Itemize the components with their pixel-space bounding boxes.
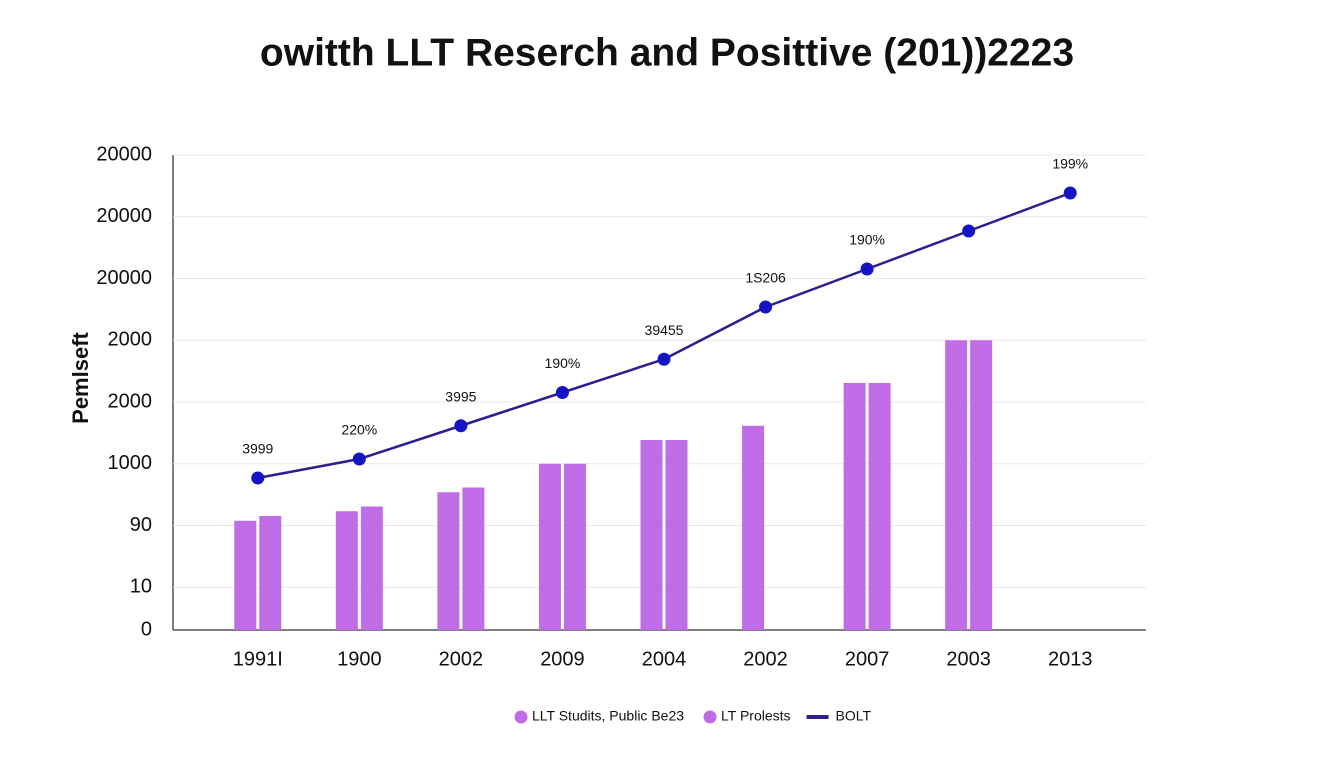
y-tick-label: 2000: [108, 329, 153, 351]
x-tick-label: 1991I: [233, 648, 283, 670]
line-marker: [555, 386, 569, 399]
bar: [843, 383, 866, 630]
bar: [538, 463, 561, 630]
x-tick-label: 1900: [337, 648, 382, 670]
x-tick-label: 2013: [1048, 648, 1093, 670]
line-marker: [352, 452, 366, 466]
legend-label: BOLT: [836, 708, 872, 724]
bar: [742, 425, 765, 630]
x-tick-label: 2002: [439, 648, 484, 670]
y-tick-label: 20000: [96, 267, 152, 289]
bar: [259, 516, 282, 630]
bar: [563, 463, 586, 630]
y-tick-label: 1000: [108, 452, 153, 474]
line-marker: [860, 262, 874, 276]
line-marker: [251, 471, 265, 485]
chart-title: owitth LLT Reserch and Posittive (201))2…: [260, 31, 1074, 74]
y-tick-label: 10: [130, 576, 152, 598]
line-marker: [454, 419, 468, 433]
line-marker: [657, 352, 671, 366]
data-label: 190%: [545, 355, 581, 371]
legend-label: LT Prolests: [721, 708, 791, 724]
y-tick-label: 2000: [108, 390, 153, 412]
bar: [665, 440, 688, 630]
legend-label: LLT Studits, Public Be23: [532, 708, 684, 724]
line-marker: [1063, 186, 1077, 200]
bar: [335, 511, 358, 630]
x-tick-label: 2002: [743, 648, 788, 670]
x-tick-label: 2003: [946, 648, 991, 670]
legend-swatch: [703, 710, 717, 724]
line-marker: [962, 224, 976, 238]
data-label: 1S206: [745, 270, 786, 286]
y-axis-label: Pemlseft: [68, 331, 93, 423]
bar: [640, 440, 663, 630]
data-label: 190%: [849, 232, 885, 248]
y-tick-label: 20000: [96, 205, 152, 227]
bar: [462, 487, 485, 630]
data-label: 199%: [1052, 156, 1088, 172]
y-tick-label: 0: [141, 618, 152, 640]
bar: [868, 383, 891, 630]
x-tick-label: 2007: [845, 648, 890, 670]
bar: [234, 520, 257, 630]
line-marker: [759, 300, 773, 314]
x-tick-label: 2009: [540, 648, 585, 670]
data-label: 3995: [445, 388, 476, 404]
bar: [970, 340, 993, 630]
y-tick-label: 20000: [96, 143, 152, 165]
legend-swatch: [514, 710, 528, 724]
data-label: 220%: [341, 422, 377, 438]
bar: [945, 340, 968, 630]
bar: [360, 506, 383, 630]
data-label: 39455: [645, 322, 684, 338]
bar: [437, 492, 460, 630]
y-tick-label: 90: [130, 514, 152, 536]
data-label: 3999: [242, 441, 273, 457]
x-tick-label: 2004: [642, 648, 687, 670]
